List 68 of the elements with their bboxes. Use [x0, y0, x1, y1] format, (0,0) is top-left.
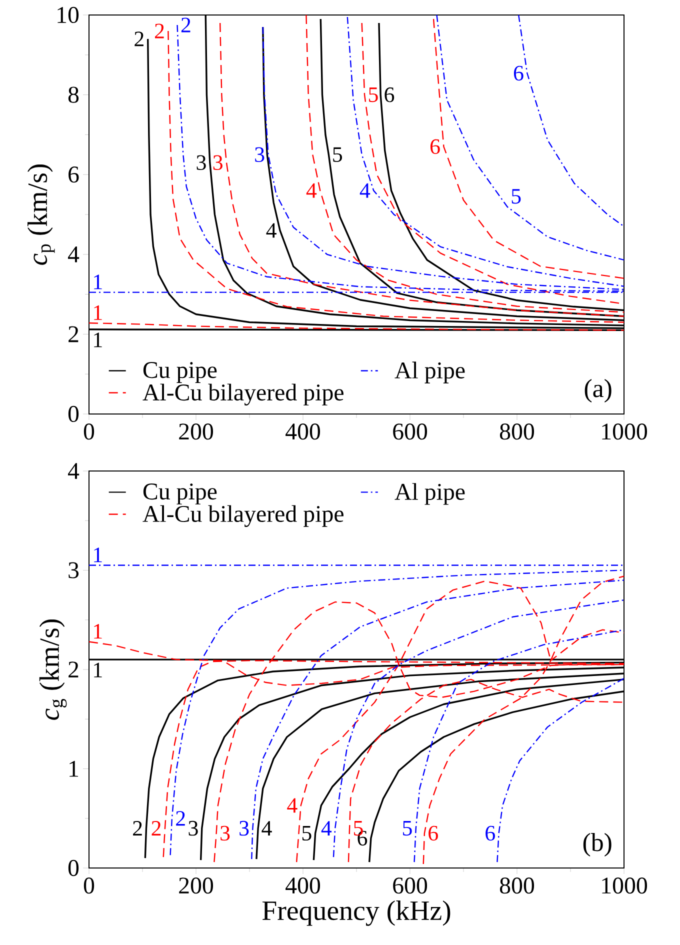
- x-tick-label: 600: [393, 424, 428, 440]
- annotation: (b): [583, 833, 612, 857]
- annotation: 1: [94, 305, 102, 320]
- annotation: 2: [134, 32, 144, 46]
- x-tick-label: 1000: [602, 424, 648, 440]
- legend-label: Al pipe: [394, 362, 465, 384]
- annotation: 4: [306, 183, 317, 198]
- y-axis-title: c$_{g}$ (km/s): [39, 620, 67, 720]
- annotation: 1: [94, 662, 102, 678]
- y-tick-label: 8: [68, 86, 79, 103]
- annotation: 1: [94, 548, 102, 562]
- legend-label: Cu pipe: [143, 362, 217, 383]
- annotation: 4: [262, 821, 272, 836]
- y-tick-label: 0: [68, 406, 79, 422]
- annotation: 3: [196, 155, 206, 170]
- annotation: 2: [154, 24, 164, 38]
- annotation: 5: [302, 826, 312, 841]
- annotation: 4: [360, 183, 370, 198]
- annotation: 3: [213, 155, 222, 170]
- y-axis-title: c$_{p}$ (km/s): [27, 164, 55, 265]
- annotation: 2: [176, 811, 185, 826]
- annotation: 5: [512, 189, 521, 204]
- annotation: 4: [287, 798, 298, 813]
- annotation: 3: [240, 820, 249, 836]
- annotation: 4: [321, 821, 332, 836]
- x-tick-label: 800: [500, 424, 534, 440]
- x-tick-label: 0: [84, 878, 94, 894]
- y-tick-label: 2: [68, 326, 78, 342]
- y-tick-label: 3: [68, 562, 79, 578]
- y-tick-label: 6: [68, 166, 79, 183]
- legend-label: Cu pipe: [143, 484, 217, 504]
- annotation: 4: [266, 223, 276, 238]
- annotation: 6: [428, 826, 438, 841]
- y-tick-label: 0: [68, 860, 79, 876]
- annotation: 3: [188, 820, 198, 836]
- y-tick-label: 4: [68, 463, 80, 479]
- annotation: 3: [255, 147, 264, 162]
- y-tick-label: 1: [70, 760, 78, 777]
- x-tick-label: 400: [286, 878, 320, 894]
- annotation: 1: [94, 332, 102, 348]
- legend-label: Al-Cu bilayered pipe: [142, 505, 344, 527]
- legend-label: Al-Cu bilayered pipe: [142, 384, 344, 406]
- x-tick-label: 0: [84, 424, 94, 440]
- annotation: 2: [152, 821, 161, 836]
- x-tick-label: 600: [393, 878, 428, 894]
- x-tick-label: 800: [500, 878, 534, 894]
- annotation: 6: [430, 139, 440, 154]
- annotation: 5: [333, 147, 342, 162]
- annotation: 6: [486, 826, 495, 841]
- y-tick-label: 2: [68, 662, 78, 678]
- annotation: 6: [514, 66, 524, 81]
- x-tick-label: 400: [286, 424, 320, 440]
- x-tick-label: 200: [179, 424, 214, 440]
- x-tick-label: 1000: [602, 878, 648, 894]
- annotation: 1: [94, 274, 102, 290]
- annotation: 5: [403, 821, 412, 836]
- x-tick-label: 200: [179, 878, 214, 894]
- annotation: 2: [181, 18, 190, 32]
- y-tick-label: 10: [58, 6, 79, 24]
- legend-label: Al pipe: [394, 483, 465, 505]
- y-tick-label: 4: [68, 246, 80, 262]
- x-axis-title: Frequency (kHz): [262, 900, 450, 926]
- annotation: (a): [584, 379, 612, 402]
- annotation: 6: [384, 87, 394, 102]
- annotation: 1: [94, 624, 102, 639]
- annotation: 3: [220, 826, 230, 841]
- annotation: 2: [133, 821, 142, 836]
- annotation: 5: [369, 88, 378, 102]
